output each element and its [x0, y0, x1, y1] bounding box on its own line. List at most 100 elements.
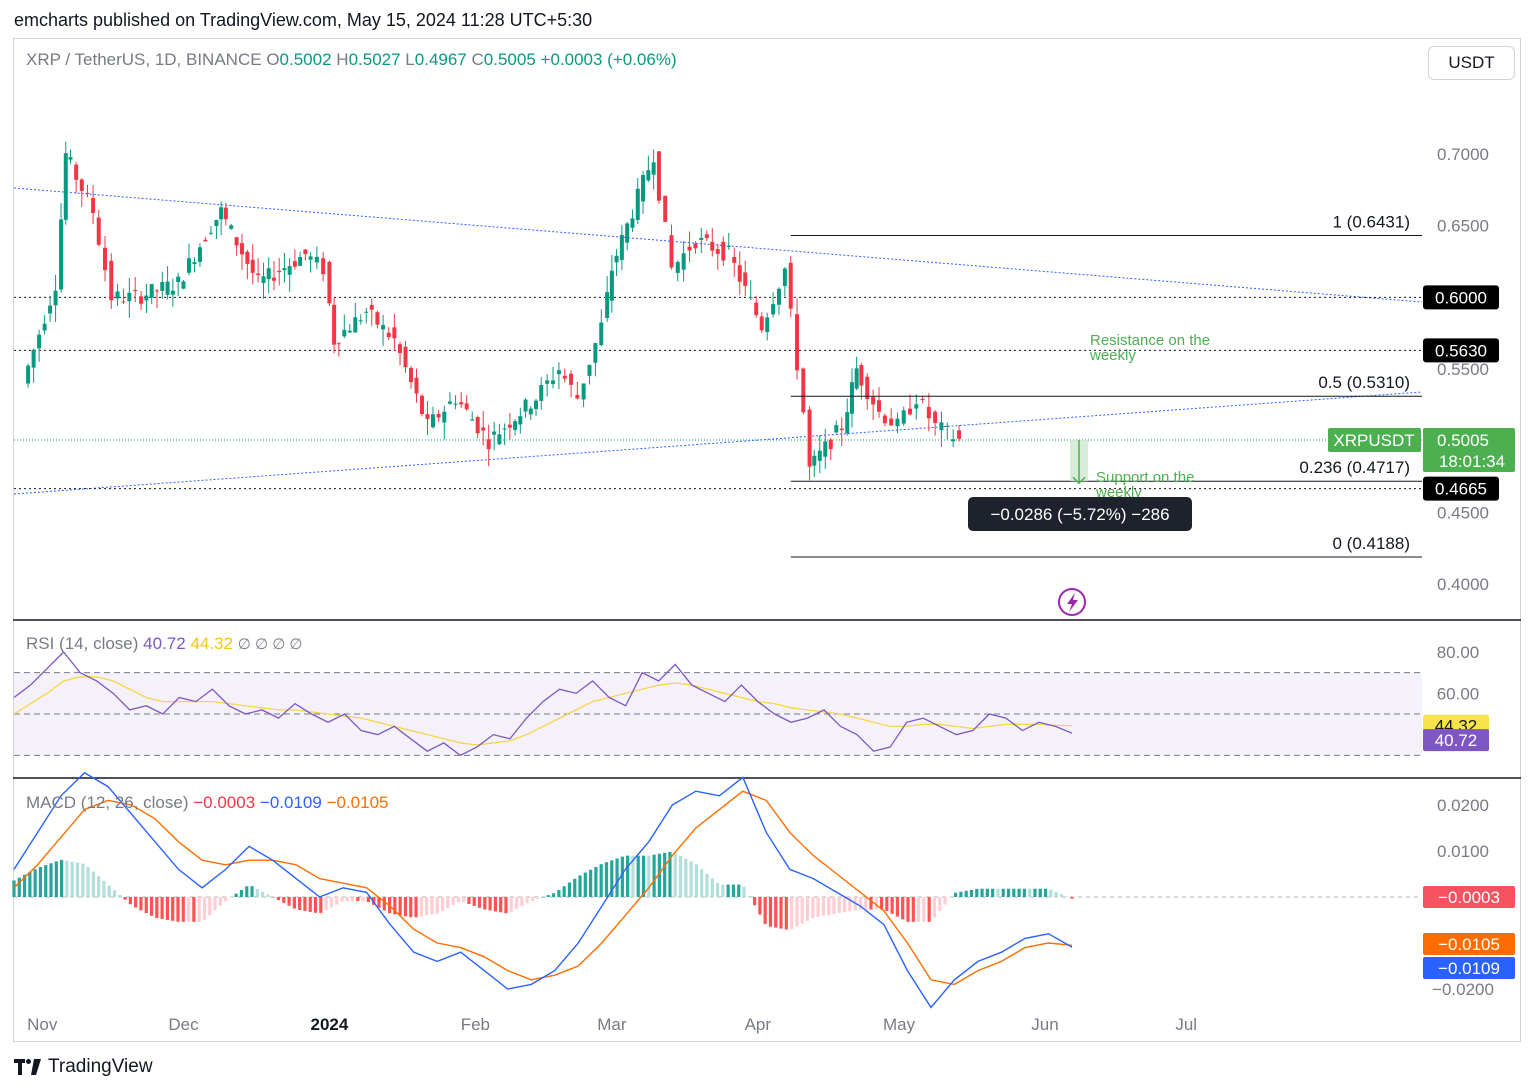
macd-histogram-bar	[97, 876, 101, 897]
candle-body	[681, 253, 686, 270]
macd-histogram-bar	[551, 893, 556, 897]
candle-body	[208, 232, 213, 234]
candle-body	[245, 251, 250, 264]
candle-body	[765, 317, 770, 333]
macd-histogram-bar	[70, 861, 74, 897]
change-value: +0.0003 (+0.06%)	[540, 50, 677, 69]
macd-histogram-bar	[477, 897, 482, 908]
candle-body	[197, 247, 202, 262]
macd-histogram-bar	[816, 897, 820, 917]
candle-body	[282, 268, 287, 271]
candle-body	[409, 368, 414, 383]
price-tick-label: 0.5500	[1437, 360, 1489, 379]
macd-histogram-bar	[763, 897, 767, 924]
candle-body	[223, 207, 228, 220]
price-tick-label: 0.4000	[1437, 575, 1489, 594]
candle-body	[486, 439, 491, 450]
fib-level-label: 0.5 (0.5310)	[1318, 373, 1410, 392]
candle-body	[336, 343, 341, 345]
candle-body	[497, 434, 502, 445]
macd-histogram-bar	[790, 897, 794, 930]
last-price-symbol-tag	[1328, 427, 1421, 452]
macd-histogram-bar	[795, 897, 799, 927]
candle-body	[545, 380, 550, 384]
candle-body	[656, 151, 661, 201]
macd-histogram-bar	[1022, 888, 1026, 897]
macd-histogram-bar	[784, 897, 788, 930]
x-tick-label: 2024	[310, 1015, 348, 1034]
x-tick-label: Jul	[1175, 1015, 1197, 1034]
symbol-legend: XRP / TetherUS, 1D, BINANCE O0.5002 H0.5…	[26, 50, 677, 70]
candle-body	[314, 256, 319, 263]
candle-body	[788, 262, 793, 309]
candle-body	[442, 411, 447, 423]
candle-body	[96, 217, 101, 245]
macd-histogram-bar	[329, 897, 333, 908]
x-tick-label: Apr	[745, 1015, 772, 1034]
macd-histogram-bar	[610, 860, 614, 897]
macd-histogram-bar	[747, 895, 751, 897]
macd-histogram-bar	[319, 897, 323, 913]
candle-body	[425, 414, 430, 420]
candle-body	[375, 312, 380, 325]
candle-body	[619, 234, 624, 261]
macd-histogram-bar	[1054, 891, 1058, 897]
price-tick-label: 0.7000	[1437, 145, 1489, 164]
macd-histogram-bar	[292, 897, 296, 909]
macd-histogram-bar	[811, 897, 815, 919]
candle-body	[575, 394, 580, 399]
event-bolt-icon	[1067, 593, 1078, 612]
macd-histogram-bar	[345, 897, 349, 902]
macd-histogram-bar	[647, 855, 651, 897]
macd-histogram-bar	[86, 866, 90, 897]
macd-histogram-bar	[969, 889, 974, 897]
candle-body	[68, 157, 73, 160]
candle-body	[609, 270, 614, 301]
candle-body	[133, 289, 138, 292]
last-price-tag	[1423, 427, 1515, 472]
candle-body	[710, 241, 715, 251]
candle-body	[464, 403, 469, 410]
candle-body	[308, 256, 313, 260]
macd-tag	[1423, 957, 1515, 979]
chart-frame	[13, 38, 1521, 1042]
candle-body	[534, 400, 539, 410]
candle-body	[845, 412, 850, 434]
level-tag	[1423, 285, 1499, 310]
macd-histogram-bar	[282, 897, 286, 903]
candle-body	[721, 241, 726, 261]
macd-histogram-bar	[350, 897, 355, 902]
macd-histogram-bar	[805, 897, 810, 921]
macd-histogram-bar	[118, 894, 122, 897]
candle-body	[436, 413, 441, 418]
macd-histogram-bar	[435, 897, 439, 914]
rsi-legend-value: 40.72	[143, 634, 186, 653]
candle-body	[332, 304, 337, 345]
candle-body	[186, 258, 191, 273]
candle-body	[31, 349, 36, 368]
candle-body	[651, 162, 656, 175]
candle-body	[754, 302, 759, 316]
tradingview-footer[interactable]: TradingView	[14, 1056, 153, 1078]
macd-histogram-bar	[234, 893, 238, 897]
macd-histogram-bar	[832, 897, 836, 915]
macd-histogram-bar	[313, 897, 318, 913]
macd-histogram-bar	[520, 897, 524, 907]
macd-histogram-bar	[842, 897, 847, 913]
candle-body	[170, 290, 175, 295]
macd-hist-legend-value: −0.0003	[193, 793, 256, 812]
macd-histogram-bar	[768, 897, 773, 927]
x-tick-label: Feb	[461, 1015, 490, 1034]
macd-histogram-bar	[599, 864, 603, 897]
candle-body	[139, 296, 144, 304]
macd-histogram-bar	[186, 897, 191, 922]
candle-body	[551, 380, 556, 384]
candle-body	[877, 400, 882, 412]
close-label: C	[471, 50, 484, 69]
currency-button[interactable]: USDT	[1428, 46, 1515, 80]
candle-body	[430, 414, 435, 428]
candle-body	[732, 256, 737, 263]
macd-histogram-bar	[28, 872, 32, 897]
candle-body	[901, 410, 906, 424]
